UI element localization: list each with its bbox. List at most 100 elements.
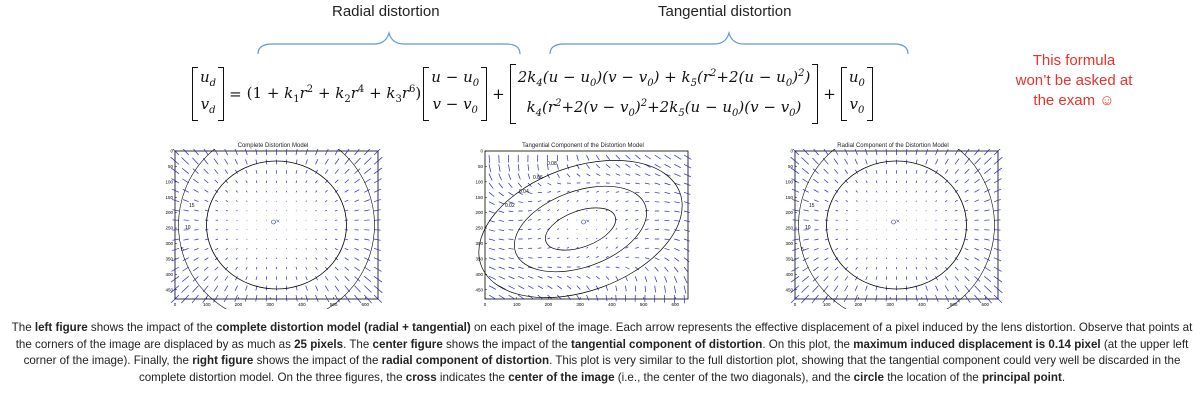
- y-tick-label: 250: [475, 226, 483, 231]
- displacement-arrow: [803, 199, 809, 202]
- displacement-arrow: [654, 164, 661, 168]
- y-tick-label: 400: [165, 272, 173, 277]
- displacement-arrow: [993, 257, 1002, 262]
- displacement-arrow: [354, 189, 360, 193]
- displacement-arrow: [527, 285, 534, 290]
- displacement-arrow: [615, 191, 620, 193]
- x-tick-label: 300: [576, 302, 584, 307]
- x-tick-label: 0: [484, 302, 487, 307]
- displacement-arrow: [925, 294, 929, 302]
- displacement-arrow: [213, 285, 219, 292]
- x-tick-label: 200: [545, 302, 553, 307]
- displacement-arrow: [954, 248, 958, 251]
- displacement-arrow: [605, 219, 608, 221]
- displacement-arrow: [255, 180, 258, 184]
- displacement-arrow: [586, 294, 590, 301]
- displacement-arrow: [171, 178, 180, 184]
- displacement-arrow: [993, 238, 1001, 241]
- displacement-arrow: [235, 266, 238, 270]
- y-tick-label: 50: [478, 164, 484, 169]
- displacement-arrow: [224, 158, 229, 165]
- displacement-arrow: [344, 147, 351, 156]
- displacement-arrow: [935, 200, 938, 202]
- displacement-arrow: [508, 276, 515, 280]
- displacement-arrow: [644, 154, 651, 160]
- displacement-arrow: [964, 189, 969, 193]
- displacement-arrow: [803, 248, 809, 251]
- displacement-arrow: [557, 246, 560, 249]
- displacement-arrow: [183, 199, 189, 202]
- displacement-arrow: [983, 146, 992, 156]
- displacement-arrow: [683, 294, 686, 304]
- displacement-arrow: [325, 257, 328, 260]
- displacement-arrow: [508, 238, 514, 240]
- displacement-arrow: [654, 276, 658, 283]
- displacement-arrow: [255, 170, 258, 174]
- displacement-arrow: [964, 147, 971, 156]
- displacement-arrow: [635, 164, 641, 168]
- displacement-arrow: [498, 238, 505, 241]
- y-tick-label: 200: [785, 210, 793, 215]
- displacement-arrow: [214, 179, 219, 184]
- displacement-arrow: [576, 246, 579, 249]
- displacement-arrow: [193, 266, 199, 272]
- x-tick-label: 300: [886, 302, 894, 307]
- displacement-arrow: [635, 247, 639, 249]
- displacement-arrow: [373, 285, 383, 294]
- displacement-arrow: [683, 238, 690, 242]
- displacement-arrow: [844, 158, 849, 165]
- displacement-arrow: [204, 189, 209, 193]
- displacement-arrow: [305, 148, 309, 156]
- plot-tangential: Tangential Component of the Distortion M…: [473, 143, 693, 311]
- plot-title: Radial Component of the Distortion Model: [837, 143, 949, 149]
- displacement-arrow: [925, 285, 928, 291]
- displacement-arrow: [171, 266, 180, 272]
- x-tick-label: 100: [513, 302, 521, 307]
- radial-distortion-plot: 0 100 200 300 400 500 600050100150200250300350…: [785, 126, 1003, 324]
- displacement-arrow: [615, 266, 620, 269]
- displacement-arrow: [213, 158, 219, 165]
- displacement-arrow: [993, 266, 1002, 272]
- caption-run: . On this plot, the: [762, 337, 854, 351]
- displacement-arrow: [315, 285, 319, 292]
- displacement-arrow: [595, 154, 600, 161]
- displacement-arrow: [225, 238, 228, 241]
- contour-label: 0.08: [547, 161, 557, 167]
- displacement-arrow: [802, 178, 809, 184]
- displacement-arrow: [954, 199, 958, 202]
- displacement-arrow: [974, 146, 982, 156]
- displacement-arrow: [625, 173, 631, 176]
- displacement-arrow: [984, 248, 990, 251]
- displacement-arrow: [285, 148, 288, 156]
- displacement-arrow: [635, 209, 639, 212]
- displacement-arrow: [255, 148, 258, 156]
- displacement-arrow: [834, 179, 839, 184]
- displacement-arrow: [823, 276, 829, 282]
- displacement-arrow: [170, 167, 180, 174]
- displacement-arrow: [984, 209, 990, 212]
- displacement-arrow: [202, 294, 209, 303]
- displacement-arrow: [925, 248, 927, 250]
- axes-box: [794, 150, 999, 300]
- displacement-arrow: [964, 294, 971, 303]
- displacement-arrow: [674, 164, 682, 169]
- caption-run: shows the impact of the: [253, 354, 382, 368]
- displacement-arrow: [974, 248, 980, 251]
- displacement-arrow: [792, 209, 800, 212]
- displacement-arrow: [586, 276, 591, 279]
- displacement-arrow: [664, 247, 670, 251]
- displacement-arrow: [508, 173, 512, 180]
- y-tick-label: 300: [785, 241, 793, 246]
- displacement-arrow: [508, 257, 515, 260]
- displacement-arrow: [854, 285, 858, 292]
- displacement-arrow: [865, 180, 868, 184]
- displacement-arrow: [935, 238, 937, 240]
- displacement-arrow: [625, 237, 628, 240]
- displacement-arrow: [223, 294, 229, 303]
- displacement-arrow: [557, 182, 562, 185]
- displacement-arrow: [822, 147, 829, 156]
- displacement-arrow: [905, 148, 908, 156]
- y-tick-label: 350: [785, 256, 793, 261]
- displacement-arrow: [498, 219, 505, 222]
- displacement-arrow: [498, 210, 505, 213]
